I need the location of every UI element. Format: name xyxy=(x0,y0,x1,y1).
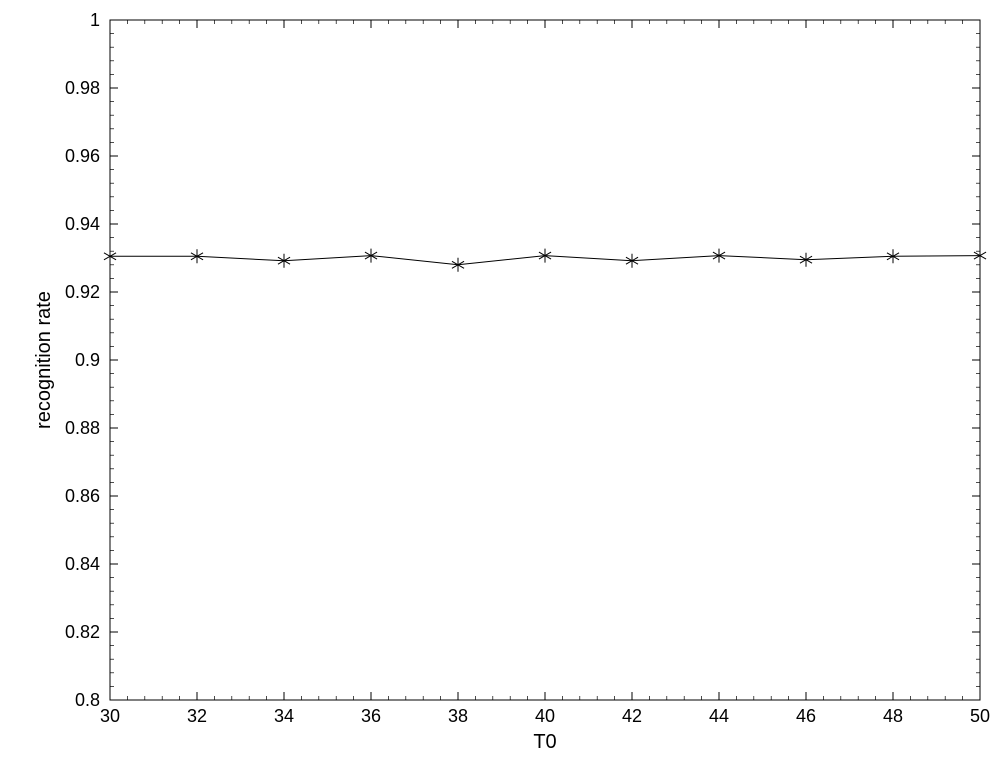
y-tick-label: 0.88 xyxy=(65,418,100,438)
y-tick-label: 0.84 xyxy=(65,554,100,574)
x-tick-label: 46 xyxy=(796,706,816,726)
y-tick-label: 1 xyxy=(90,10,100,30)
x-tick-label: 40 xyxy=(535,706,555,726)
chart-svg: 30 32 34 36 38 40 42 44 46 48 50 0.8 0.82 0.84 0.86 0.8… xyxy=(0,0,1000,768)
x-axis-label: T0 xyxy=(533,731,556,753)
x-tick-label: 34 xyxy=(274,706,294,726)
plot-box xyxy=(110,20,980,700)
y-tick-label: 0.8 xyxy=(75,690,100,710)
x-tick-label: 48 xyxy=(883,706,903,726)
y-tick-label: 0.9 xyxy=(75,350,100,370)
y-tick-label: 0.98 xyxy=(65,78,100,98)
x-tick-label: 42 xyxy=(622,706,642,726)
x-tick-label: 36 xyxy=(361,706,381,726)
y-tick-label: 0.96 xyxy=(65,146,100,166)
x-tick-label: 44 xyxy=(709,706,729,726)
y-tick-label: 0.94 xyxy=(65,214,100,234)
y-axis-label: recognition rate xyxy=(33,291,55,429)
y-tick-label: 0.82 xyxy=(65,622,100,642)
x-tick-label: 38 xyxy=(448,706,468,726)
y-tick-label: 0.92 xyxy=(65,282,100,302)
y-tick-label: 0.86 xyxy=(65,486,100,506)
x-tick-label: 32 xyxy=(187,706,207,726)
line-chart: 30 32 34 36 38 40 42 44 46 48 50 0.8 0.82 0.84 0.86 0.8… xyxy=(0,0,1000,768)
x-tick-label: 50 xyxy=(970,706,990,726)
x-tick-label: 30 xyxy=(100,706,120,726)
